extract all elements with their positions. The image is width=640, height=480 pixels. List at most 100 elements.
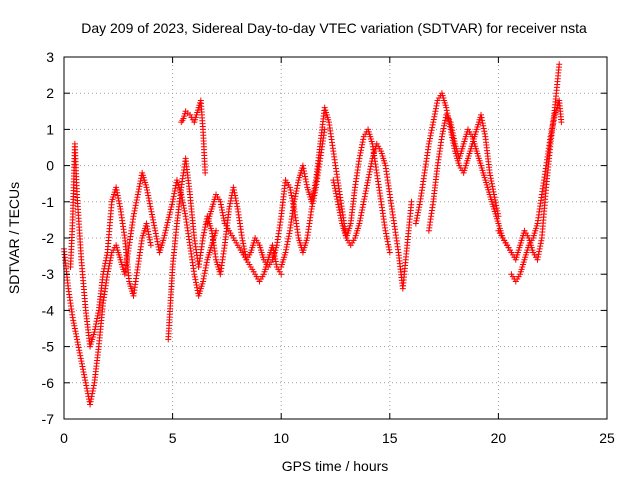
data-point [386,246,393,253]
data-point [302,176,309,183]
data-point [161,232,168,239]
data-point [220,212,227,219]
data-point [69,314,76,321]
y-axis-label: SDTVAR / TECUs [6,182,22,294]
data-point [537,243,544,250]
data-point [426,135,433,142]
data-point [154,238,161,245]
axes: 0 5 10 15 20 25 -7 -6 -5 -4 -3 -2 -1 0 1 2 3 [42,49,615,446]
data-point [443,104,450,111]
data-point [153,235,160,242]
data-point [365,174,372,181]
data-point [81,374,88,381]
data-point [135,188,142,195]
data-point [338,217,345,224]
data-point [356,152,363,159]
data-point [493,205,500,212]
data-point [83,385,90,392]
data-point [193,282,200,289]
data-point [78,358,85,365]
data-point [90,382,97,389]
data-point [283,244,290,251]
data-point [434,100,441,107]
data-point [181,207,188,214]
data-point [200,235,207,241]
data-point [359,204,366,211]
data-point [358,209,365,216]
series-trace-11 [508,97,565,285]
data-point [302,173,309,180]
data-point [492,199,499,206]
data-point [382,230,389,237]
data-point [299,162,306,169]
data-point [131,207,138,214]
data-point [432,108,439,115]
data-point [134,194,141,201]
data-point [146,197,153,204]
data-points [61,61,565,408]
x-tick-label: 10 [273,430,289,446]
data-point [362,190,369,197]
data-point [416,204,423,211]
data-point [168,201,175,208]
data-point [414,212,421,219]
data-point [293,187,300,194]
data-point [278,271,285,278]
data-point [294,182,301,189]
data-point [171,187,178,194]
data-point [80,366,87,373]
data-point [170,193,177,200]
data-point [450,132,457,139]
data-point [365,177,372,184]
data-point [337,215,344,222]
data-point [80,368,87,375]
data-point [425,140,432,147]
data-point [273,261,280,268]
data-point [147,206,154,213]
data-point [481,130,488,137]
data-point [164,222,171,229]
data-point [203,259,210,266]
data-point [488,177,495,184]
data-point [284,238,291,245]
data-point [78,360,85,367]
data-point [487,172,494,179]
data-point [308,206,315,213]
data-point [413,215,420,222]
data-point [282,249,289,256]
data-point [488,180,495,187]
data-point [82,379,89,386]
data-point [287,189,294,196]
data-point [76,347,83,354]
data-point [383,233,390,240]
x-tick-label: 20 [491,430,507,446]
data-point [194,287,201,294]
data-point [233,200,240,207]
data-point [358,147,365,154]
data-point [146,236,153,243]
data-point [288,192,295,199]
data-point [155,244,162,251]
data-point [89,390,96,397]
data-point [150,219,157,226]
data-point [443,107,450,114]
data-point [133,199,140,206]
data-point [191,273,198,280]
data-point [71,325,78,332]
data-point [103,252,110,259]
data-point [360,201,367,208]
data-point [408,198,415,205]
data-point [201,270,208,277]
data-point [303,181,310,188]
data-point [89,387,96,394]
data-point [191,271,198,278]
data-point [165,214,172,221]
data-point [448,121,455,128]
data-point [147,239,154,246]
data-point [163,224,170,231]
data-point [202,264,209,271]
data-point [234,203,241,210]
data-point [310,187,317,194]
y-tick-label: 0 [46,158,54,174]
data-point [449,127,456,134]
